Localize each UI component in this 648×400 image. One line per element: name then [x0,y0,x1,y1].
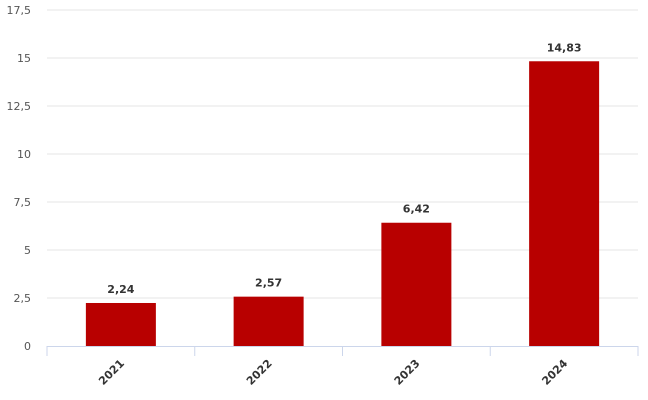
y-tick-label: 2,5 [14,292,32,305]
y-tick-label: 7,5 [14,196,32,209]
bars [85,61,600,346]
x-axis: 2021 2022 2023 2024 [46,346,639,388]
bar [381,222,452,346]
x-tick-label: 2024 [539,357,570,388]
y-tick-label: 0 [24,340,31,353]
bar [233,296,304,346]
bar [529,61,600,346]
y-tick-label: 10 [17,148,31,161]
x-tick-label: 2022 [244,357,275,388]
data-label: 2,24 [107,283,134,296]
bar [85,302,156,346]
x-tick-label: 2023 [392,357,423,388]
data-label: 14,83 [547,41,582,54]
x-tick-label: 2021 [96,357,127,388]
y-tick-label: 17,5 [7,4,32,17]
y-tick-label: 15 [17,52,31,65]
data-labels: 2,24 2,57 6,42 14,83 [107,41,581,296]
y-axis-ticks: 0 2,5 5 7,5 10 12,5 15 17,5 [7,4,32,353]
data-label: 2,57 [255,277,282,290]
grid-lines [47,9,638,299]
y-tick-label: 12,5 [7,100,32,113]
y-tick-label: 5 [24,244,31,257]
data-label: 6,42 [403,203,430,216]
